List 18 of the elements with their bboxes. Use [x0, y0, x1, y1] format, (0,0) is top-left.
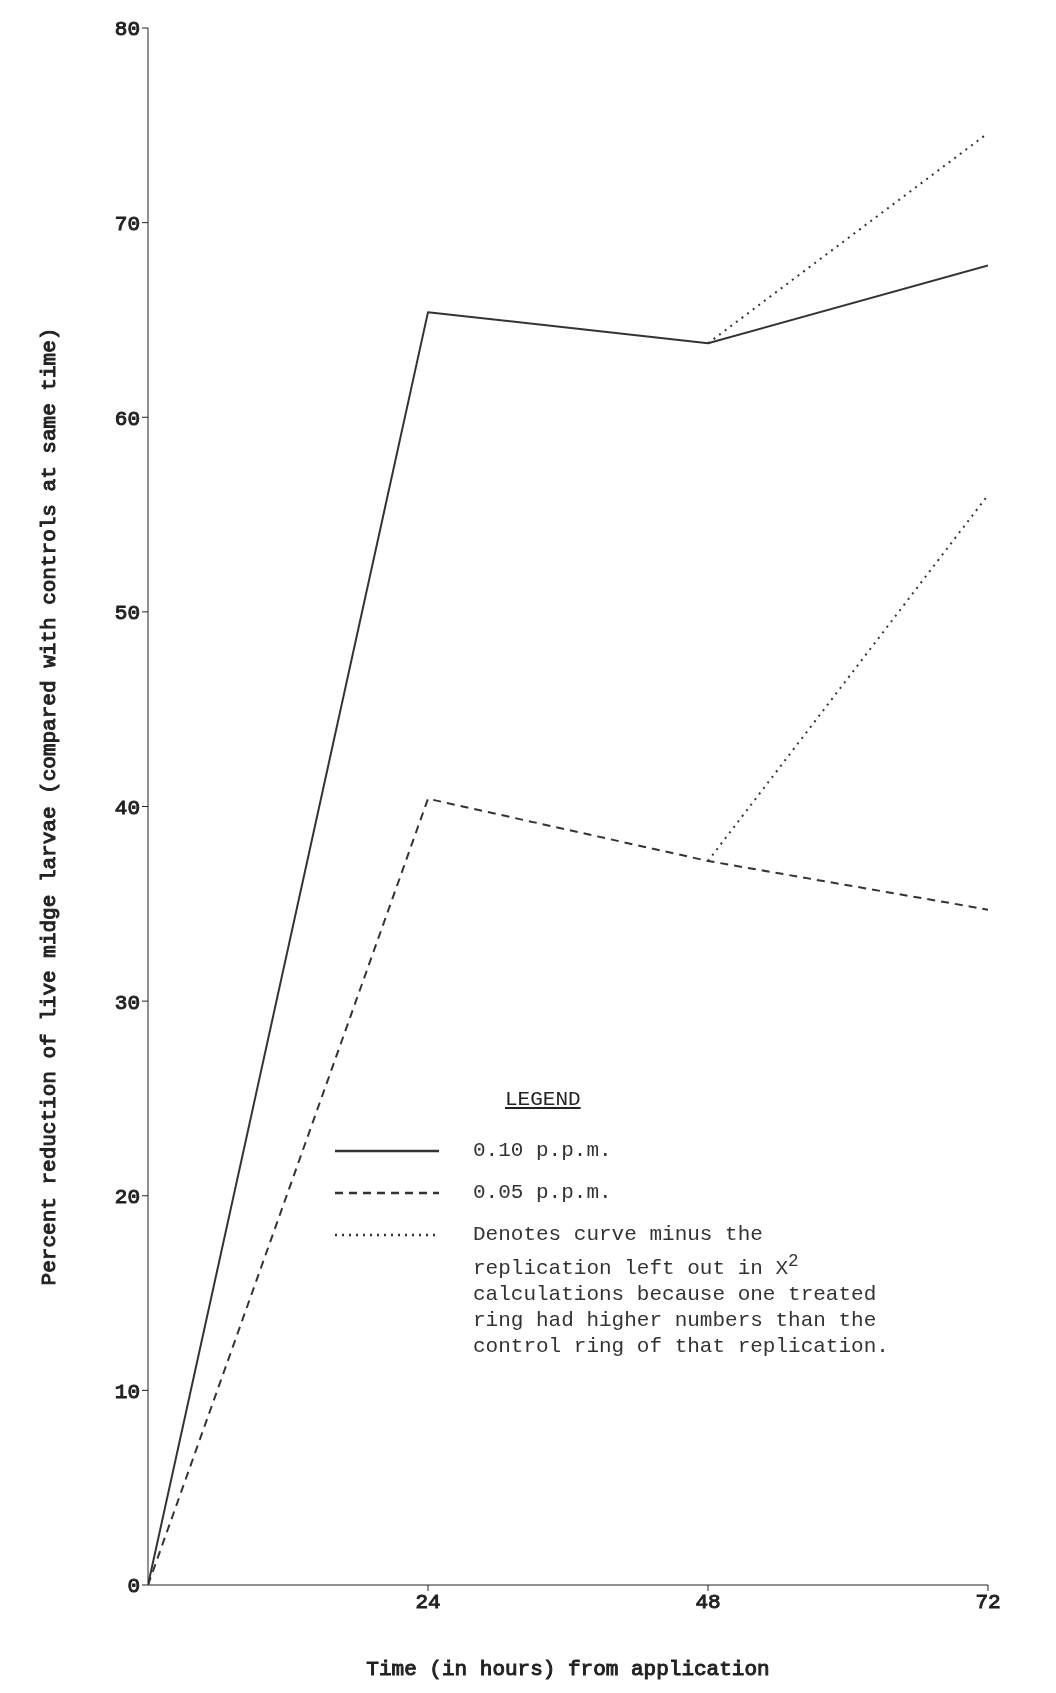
y-axis-title: Percent reduction of live midge larvae (compared with controls at same time) — [38, 327, 62, 1286]
legend-title: LEGEND — [505, 1088, 581, 1111]
y-tick-label: 20 — [114, 1186, 140, 1210]
x-tick-label: 48 — [695, 1590, 721, 1614]
x-tick-label: 72 — [975, 1590, 1001, 1614]
y-tick-label: 10 — [114, 1380, 140, 1404]
y-tick-label: 80 — [114, 18, 140, 42]
x-axis-title: Time (in hours) from application — [366, 1658, 770, 1681]
legend-label: 0.10 p.p.m. — [473, 1138, 613, 1164]
y-tick-label: 0 — [127, 1575, 140, 1599]
legend-label: 0.05 p.p.m. — [473, 1180, 613, 1206]
y-tick-label: 40 — [114, 796, 140, 820]
y-tick-label: 50 — [114, 602, 140, 626]
legend-label: Denotes curve minus the replication left out in X$^{2}$ calculations because one treated ring had higher numbers than the control ring of that replication. — [473, 1222, 890, 1360]
y-tick-label: 60 — [114, 407, 140, 431]
y-tick-label: 70 — [114, 213, 140, 237]
x-tick-label: 24 — [415, 1590, 441, 1614]
y-tick-label: 30 — [114, 991, 140, 1015]
